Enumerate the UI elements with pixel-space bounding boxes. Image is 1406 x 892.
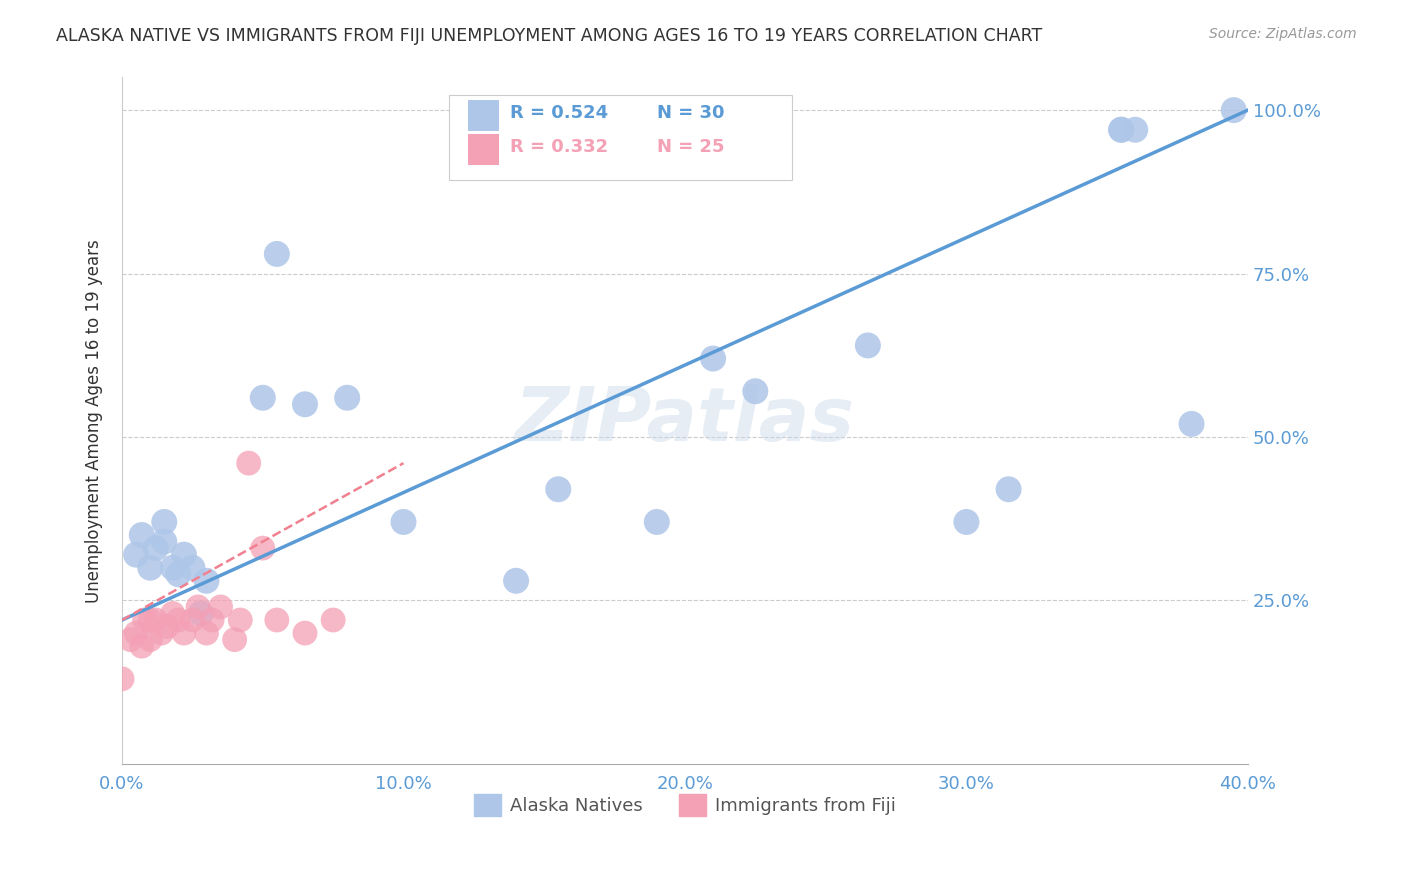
- Point: [224, 632, 246, 647]
- Point: [955, 515, 977, 529]
- FancyBboxPatch shape: [468, 100, 499, 131]
- Point: [209, 599, 232, 614]
- Point: [201, 613, 224, 627]
- Point: [131, 639, 153, 653]
- Point: [139, 613, 162, 627]
- Point: [153, 515, 176, 529]
- Point: [1180, 417, 1202, 431]
- Point: [744, 384, 766, 399]
- Point: [252, 391, 274, 405]
- Point: [150, 626, 173, 640]
- Text: ZIPatlas: ZIPatlas: [515, 384, 855, 457]
- Point: [238, 456, 260, 470]
- Point: [1109, 122, 1132, 136]
- Point: [162, 607, 184, 621]
- Point: [173, 548, 195, 562]
- Point: [336, 391, 359, 405]
- Legend: Alaska Natives, Immigrants from Fiji: Alaska Natives, Immigrants from Fiji: [467, 787, 903, 823]
- Text: N = 30: N = 30: [657, 104, 724, 122]
- Point: [294, 626, 316, 640]
- Point: [1223, 103, 1246, 117]
- Y-axis label: Unemployment Among Ages 16 to 19 years: Unemployment Among Ages 16 to 19 years: [86, 239, 103, 602]
- Point: [145, 613, 167, 627]
- Point: [266, 613, 288, 627]
- Point: [645, 515, 668, 529]
- Point: [167, 567, 190, 582]
- Point: [702, 351, 724, 366]
- Point: [322, 613, 344, 627]
- Point: [139, 632, 162, 647]
- Point: [156, 619, 179, 633]
- Point: [266, 247, 288, 261]
- Point: [1109, 122, 1132, 136]
- Text: R = 0.332: R = 0.332: [510, 138, 609, 156]
- Point: [181, 613, 204, 627]
- Point: [181, 560, 204, 574]
- Point: [252, 541, 274, 555]
- Text: R = 0.524: R = 0.524: [510, 104, 609, 122]
- Point: [229, 613, 252, 627]
- Point: [125, 548, 148, 562]
- Point: [139, 560, 162, 574]
- Point: [173, 626, 195, 640]
- Point: [131, 528, 153, 542]
- Point: [167, 613, 190, 627]
- Point: [125, 626, 148, 640]
- Point: [547, 483, 569, 497]
- FancyBboxPatch shape: [449, 95, 792, 180]
- Point: [153, 534, 176, 549]
- Point: [134, 613, 156, 627]
- Point: [195, 574, 218, 588]
- Point: [505, 574, 527, 588]
- Point: [162, 560, 184, 574]
- Text: N = 25: N = 25: [657, 138, 724, 156]
- Point: [997, 483, 1019, 497]
- Point: [294, 397, 316, 411]
- Point: [856, 338, 879, 352]
- Point: [111, 672, 134, 686]
- Point: [190, 607, 212, 621]
- Text: ALASKA NATIVE VS IMMIGRANTS FROM FIJI UNEMPLOYMENT AMONG AGES 16 TO 19 YEARS COR: ALASKA NATIVE VS IMMIGRANTS FROM FIJI UN…: [56, 27, 1042, 45]
- Point: [187, 599, 209, 614]
- Point: [145, 541, 167, 555]
- Point: [392, 515, 415, 529]
- Point: [1123, 122, 1146, 136]
- Point: [120, 632, 142, 647]
- Text: Source: ZipAtlas.com: Source: ZipAtlas.com: [1209, 27, 1357, 41]
- Point: [195, 626, 218, 640]
- FancyBboxPatch shape: [468, 135, 499, 165]
